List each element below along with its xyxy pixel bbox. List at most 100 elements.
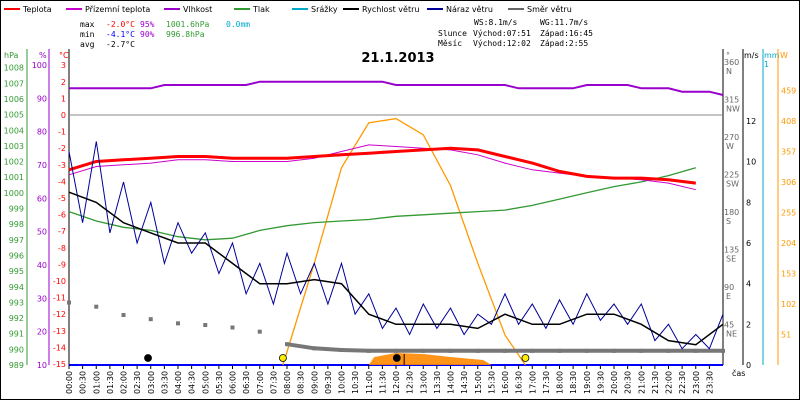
temp-tick-label: -13 — [53, 327, 66, 336]
stats-max-temp: -2.0°C — [106, 20, 135, 29]
pct-tick-label: 30 — [37, 294, 47, 303]
hpa-tick-label: 996 — [9, 251, 24, 260]
pct-tick-label: 50 — [37, 228, 47, 237]
time-tick-label: 08:00 — [283, 371, 292, 394]
stats-max-press: 1001.6hPa — [166, 20, 210, 29]
w-tick-label: 357 — [781, 148, 796, 157]
hpa-tick-label: 989 — [9, 361, 24, 370]
sun-label: Slunce — [438, 29, 467, 38]
time-tick-label: 12:30 — [406, 371, 415, 394]
hpa-tick-label: 999 — [9, 205, 24, 214]
legend-label: Směr větru — [527, 5, 572, 14]
hpa-tick-label: 1000 — [4, 189, 24, 198]
temp-tick-label: -12 — [53, 310, 66, 319]
temp-tick-label: -3 — [58, 161, 66, 170]
hpa-tick-label: 1002 — [4, 158, 24, 167]
astro-markers — [144, 354, 530, 365]
time-axis-label: čas — [732, 368, 745, 378]
time-tick-label: 01:30 — [106, 371, 115, 394]
w-tick-label: 51 — [781, 331, 791, 340]
ms-tick-label: 8 — [746, 198, 751, 207]
hpa-tick-label: 1006 — [4, 95, 24, 104]
ws-value: WS:8.1m/s — [474, 18, 518, 27]
hpa-tick-label: 1007 — [4, 79, 24, 88]
temp-tick-label: -10 — [53, 277, 66, 286]
hpa-tick-label: 991 — [9, 330, 24, 339]
dir-tick-name: E — [726, 292, 731, 301]
stats-min-label: min — [80, 30, 95, 39]
temp-tick-label: -5 — [58, 194, 66, 203]
time-tick-label: 20:30 — [624, 371, 633, 394]
temp-tick-label: -7 — [58, 227, 66, 236]
w-tick-label: 459 — [781, 87, 796, 96]
dir-tick-deg: 225 — [724, 171, 739, 180]
dir-tick-name: SE — [726, 255, 736, 264]
dir-tick-name: SW — [726, 180, 739, 189]
moonrise-marker — [392, 354, 401, 362]
dir-axis-unit: ° — [726, 51, 730, 60]
stats-max-rain: 0.0mm — [226, 20, 250, 29]
temperature-line — [68, 146, 696, 185]
stats-min-temp: -4.1°C — [106, 30, 135, 39]
temp-tick-label: 1 — [61, 94, 66, 103]
time-tick-label: 17:00 — [528, 371, 537, 394]
wind-dir-point — [67, 300, 71, 305]
wind-sun-moon-info: WS:8.1m/s WG:11.7m/s Slunce Východ:07:51… — [438, 18, 593, 48]
temp-tick-label: -8 — [58, 244, 66, 253]
ms-tick-label: 10 — [746, 158, 756, 167]
time-tick-label: 14:30 — [460, 371, 469, 394]
time-tick-label: 03:30 — [160, 371, 169, 394]
dir-tick-deg: 45 — [724, 321, 734, 330]
temp-tick-label: -4 — [58, 177, 66, 186]
hpa-tick-label: 1005 — [4, 111, 24, 120]
time-tick-label: 08:30 — [297, 371, 306, 394]
plot-area — [67, 80, 725, 366]
stats-max-label: max — [80, 20, 95, 29]
legend-label: Rychlost větru — [362, 5, 419, 14]
axes: 1008100710061005100410031002100110009999… — [4, 49, 796, 394]
dir-tick-deg: 315 — [724, 96, 739, 105]
time-tick-label: 07:00 — [256, 371, 265, 394]
dir-tick-deg: 90 — [724, 283, 734, 292]
temp-tick-label: 2 — [61, 78, 66, 87]
time-tick-label: 13:30 — [433, 371, 442, 394]
moonset-marker — [144, 354, 152, 362]
chart-title: 21.1.2013 — [361, 51, 434, 66]
temp-tick-label: -14 — [53, 343, 66, 352]
dir-tick-name: W — [726, 142, 734, 151]
dir-tick-deg: 360 — [724, 58, 739, 67]
mm-axis-top: 1 — [764, 60, 769, 69]
temp-tick-label: -11 — [53, 294, 66, 303]
time-tick-label: 04:30 — [188, 371, 197, 394]
sunrise-marker — [279, 354, 287, 362]
ms-tick-label: 12 — [746, 117, 756, 126]
temp-tick-label: -2 — [58, 144, 66, 153]
sun-set: Západ:16:45 — [540, 29, 593, 38]
temp-tick-label: 0 — [61, 111, 66, 120]
legend-label: Náraz větru — [446, 5, 493, 14]
time-tick-label: 23:30 — [705, 371, 714, 394]
w-tick-label: 255 — [781, 209, 796, 218]
time-tick-label: 00:30 — [79, 371, 88, 394]
wind-dir-point — [176, 321, 180, 326]
legend-label: Přízemní teplota — [85, 5, 150, 14]
time-tick-label: 03:00 — [147, 371, 156, 394]
hpa-tick-label: 998 — [9, 220, 24, 229]
sunset-marker — [521, 354, 530, 362]
pct-tick-label: 10 — [37, 361, 47, 370]
wind-dir-point — [285, 342, 289, 347]
time-tick-label: 15:30 — [487, 371, 496, 394]
ms-tick-label: 6 — [746, 239, 751, 248]
wind-speed-line — [68, 191, 724, 346]
pct-tick-label: 40 — [37, 261, 47, 270]
wind-dir-point — [230, 325, 235, 330]
hpa-tick-label: 1004 — [4, 126, 24, 135]
w-tick-label: 102 — [781, 300, 796, 309]
legend-label: Srážky — [311, 5, 338, 14]
time-tick-label: 06:30 — [242, 371, 251, 394]
time-tick-label: 19:00 — [583, 371, 592, 394]
temp-tick-label: -15 — [53, 360, 66, 369]
hpa-tick-label: 993 — [9, 298, 24, 307]
moon-label: Měsíc — [438, 39, 462, 48]
